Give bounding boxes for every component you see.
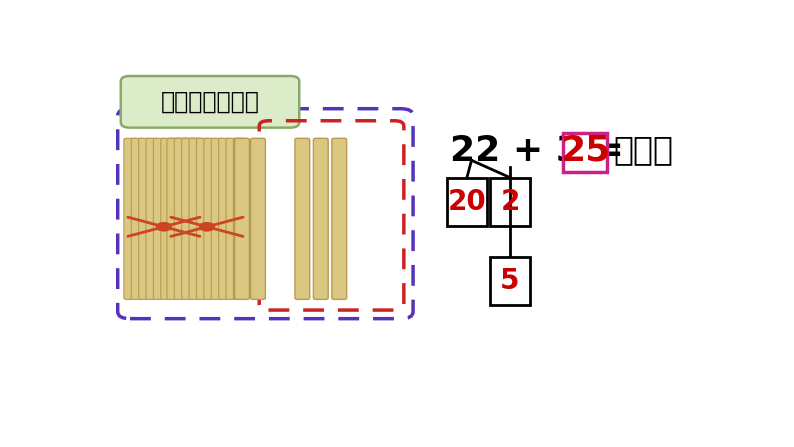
FancyBboxPatch shape [175,138,188,299]
FancyBboxPatch shape [168,138,182,299]
FancyBboxPatch shape [153,138,167,299]
FancyBboxPatch shape [295,138,310,299]
FancyBboxPatch shape [189,138,202,299]
FancyBboxPatch shape [139,138,152,299]
Text: 2: 2 [500,188,520,215]
Bar [563,133,607,173]
FancyBboxPatch shape [167,138,180,299]
Text: 方法四：分一分: 方法四：分一分 [160,90,260,114]
Text: 20: 20 [448,188,486,215]
Circle shape [199,223,214,231]
FancyBboxPatch shape [121,76,299,128]
FancyBboxPatch shape [218,138,232,299]
FancyBboxPatch shape [226,138,240,299]
Circle shape [156,223,172,231]
FancyBboxPatch shape [124,138,137,299]
FancyBboxPatch shape [146,138,160,299]
Text: 25: 25 [560,133,610,167]
FancyBboxPatch shape [182,138,195,299]
FancyBboxPatch shape [204,138,218,299]
FancyBboxPatch shape [233,138,247,299]
FancyBboxPatch shape [251,138,265,299]
FancyBboxPatch shape [191,138,204,299]
FancyBboxPatch shape [314,138,328,299]
FancyBboxPatch shape [131,138,145,299]
Bar [447,177,487,226]
Bar [490,257,530,305]
FancyBboxPatch shape [332,138,347,299]
FancyBboxPatch shape [175,138,189,299]
FancyBboxPatch shape [235,138,249,299]
FancyBboxPatch shape [196,138,210,299]
FancyBboxPatch shape [183,138,196,299]
FancyBboxPatch shape [211,138,225,299]
Text: 22 + 3 =: 22 + 3 = [450,133,637,167]
Text: 5: 5 [500,267,520,295]
FancyBboxPatch shape [160,138,175,299]
Bar [490,177,530,226]
Text: （个）: （个） [613,134,673,167]
